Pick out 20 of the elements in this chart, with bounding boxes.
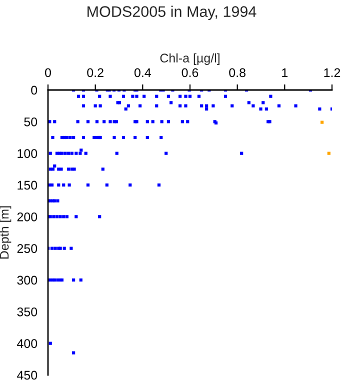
x-tick-label: 1 — [282, 68, 288, 77]
y-tick-label: 350 — [17, 307, 38, 316]
y-tick-label: 250 — [17, 244, 38, 253]
chart-title: MODS2005 in May, 1994 — [88, 6, 256, 20]
x-tick-label: 0.8 — [229, 68, 246, 78]
y-axis-title: Depth [m] — [0, 206, 12, 259]
y-tick-label: 300 — [17, 276, 38, 285]
y-tick-label: 100 — [18, 149, 38, 158]
x-tick-label: 1.2 — [324, 68, 340, 77]
x-tick-label: 0.4 — [134, 68, 151, 78]
x-tick-label: 0.2 — [87, 68, 104, 78]
y-tick-label: 400 — [17, 339, 38, 348]
y-tick-label: 200 — [17, 212, 38, 222]
y-tick-label: 50 — [24, 117, 38, 126]
y-tick-label: 450 — [17, 370, 38, 380]
y-tick-label: 0 — [31, 86, 38, 95]
y-tick-label: 150 — [18, 180, 38, 190]
x-tick-label: 0.6 — [182, 68, 198, 78]
x-axis-title: Chl-a [µg/l] — [160, 53, 220, 65]
x-tick-label: 0 — [45, 68, 51, 78]
